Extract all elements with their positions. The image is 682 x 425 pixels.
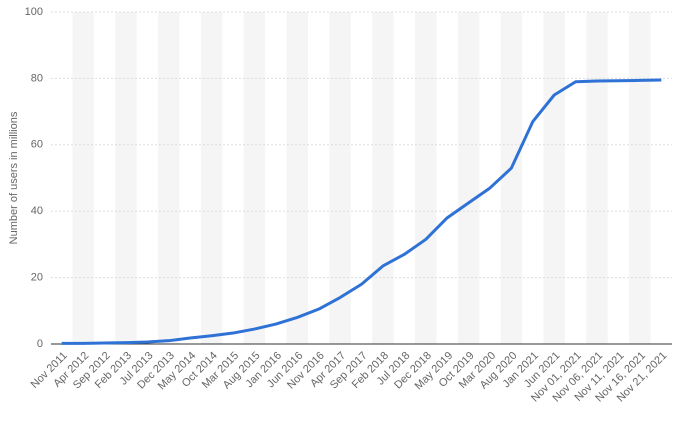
- band: [457, 12, 480, 344]
- y-tick-label: 60: [31, 139, 43, 151]
- band: [372, 12, 394, 344]
- band: [72, 12, 94, 344]
- band: [243, 12, 266, 344]
- band: [415, 12, 437, 344]
- y-tick-label: 100: [25, 6, 43, 18]
- band: [500, 12, 523, 344]
- y-tick-label: 40: [31, 205, 43, 217]
- band: [629, 12, 651, 344]
- band: [286, 12, 308, 344]
- y-tick-label: 0: [37, 338, 43, 350]
- band: [158, 12, 180, 344]
- line: [61, 78, 662, 345]
- band: [543, 12, 565, 344]
- y-axis-label: Number of users in millions: [8, 111, 20, 244]
- band: [586, 12, 608, 344]
- band: [329, 12, 351, 344]
- y-tick-label: 20: [31, 272, 43, 284]
- band: [200, 12, 223, 344]
- y-tick-label: 80: [31, 72, 43, 84]
- band: [115, 12, 137, 344]
